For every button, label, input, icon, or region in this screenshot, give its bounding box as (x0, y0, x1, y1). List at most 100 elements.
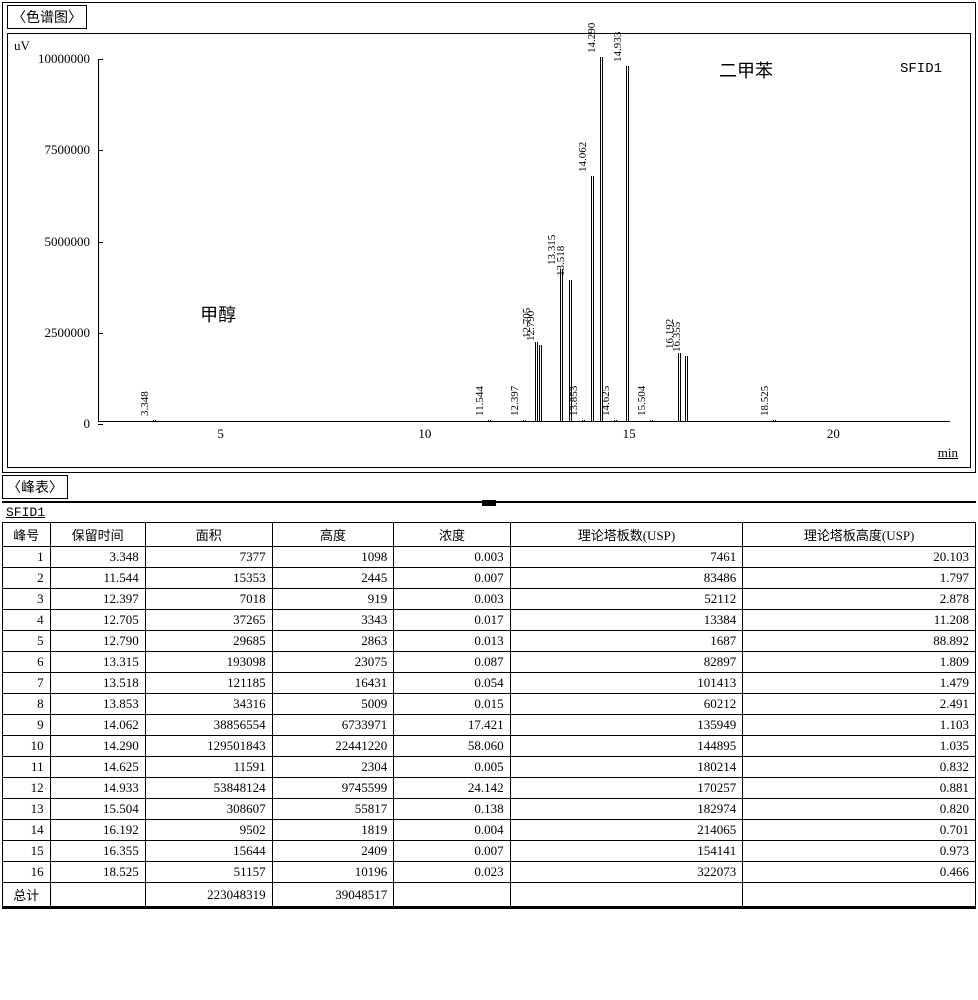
chromatogram-title: 〈色谱图〉 (7, 5, 87, 29)
table-cell: 11 (3, 757, 51, 778)
table-cell: 83486 (510, 568, 743, 589)
table-row: 211.5441535324450.007834861.797 (3, 568, 976, 589)
drag-handle-icon[interactable] (482, 500, 496, 506)
table-cell: 0.701 (743, 820, 976, 841)
table-cell: 16 (3, 862, 51, 883)
table-cell: 2.878 (743, 589, 976, 610)
table-cell: 308607 (145, 799, 272, 820)
plot-region: SFID1 3.34811.54412.39712.70512.79013.31… (98, 59, 950, 422)
table-cell: 13 (3, 799, 51, 820)
table-cell: 4 (3, 610, 51, 631)
table-cell: 0.466 (743, 862, 976, 883)
total-cell (394, 883, 510, 907)
table-cell: 1.035 (743, 736, 976, 757)
chromatogram-peak (600, 57, 603, 422)
peak-label: 13.518 (555, 245, 567, 275)
table-cell: 0.820 (743, 799, 976, 820)
peak-label: 14.290 (586, 23, 598, 53)
table-cell: 13.853 (50, 694, 145, 715)
total-cell: 39048517 (272, 883, 394, 907)
table-cell: 29685 (145, 631, 272, 652)
table-cell: 52112 (510, 589, 743, 610)
table-cell: 0.015 (394, 694, 510, 715)
table-cell: 1.103 (743, 715, 976, 736)
table-cell: 16431 (272, 673, 394, 694)
table-cell: 154141 (510, 841, 743, 862)
table-cell: 14.290 (50, 736, 145, 757)
table-cell: 0.017 (394, 610, 510, 631)
table-cell: 0.004 (394, 820, 510, 841)
table-cell: 0.007 (394, 841, 510, 862)
x-axis (98, 421, 950, 422)
table-cell: 5009 (272, 694, 394, 715)
chart-annotation: 甲醇 (200, 301, 236, 327)
table-row: 312.39770189190.003521122.878 (3, 589, 976, 610)
table-wrapper: SFID1 峰号保留时间面积高度浓度理论塔板数(USP)理论塔板高度(USP) … (2, 501, 976, 909)
peak-label: 14.625 (600, 386, 612, 416)
peak-label: 14.933 (612, 32, 624, 62)
table-cell: 144895 (510, 736, 743, 757)
table-cell: 8 (3, 694, 51, 715)
table-cell: 11591 (145, 757, 272, 778)
table-cell: 0.054 (394, 673, 510, 694)
table-cell: 18.525 (50, 862, 145, 883)
table-row: 1114.6251159123040.0051802140.832 (3, 757, 976, 778)
table-cell: 1687 (510, 631, 743, 652)
table-cell: 15 (3, 841, 51, 862)
table-cell: 7461 (510, 547, 743, 568)
table-cell: 58.060 (394, 736, 510, 757)
y-axis (98, 59, 99, 422)
table-cell: 0.003 (394, 589, 510, 610)
table-row: 1416.192950218190.0042140650.701 (3, 820, 976, 841)
table-cell: 12.705 (50, 610, 145, 631)
table-cell: 2445 (272, 568, 394, 589)
y-tick (98, 424, 103, 425)
table-cell: 51157 (145, 862, 272, 883)
table-cell: 37265 (145, 610, 272, 631)
table-cell: 13.518 (50, 673, 145, 694)
table-cell: 0.007 (394, 568, 510, 589)
column-header: 保留时间 (50, 523, 145, 547)
table-cell: 919 (272, 589, 394, 610)
table-cell: 16.355 (50, 841, 145, 862)
peak-label: 18.525 (759, 386, 771, 416)
table-row: 1014.2901295018432244122058.0601448951.0… (3, 736, 976, 757)
total-cell: 223048319 (145, 883, 272, 907)
table-row: 1516.3551564424090.0071541410.973 (3, 841, 976, 862)
table-row: 914.06238856554673397117.4211359491.103 (3, 715, 976, 736)
peak-table-panel: 〈峰表〉 SFID1 峰号保留时间面积高度浓度理论塔板数(USP)理论塔板高度(… (2, 475, 976, 909)
table-cell: 12 (3, 778, 51, 799)
table-cell: 0.003 (394, 547, 510, 568)
table-cell: 3.348 (50, 547, 145, 568)
x-tick-label: 20 (827, 426, 840, 442)
x-tick-label: 15 (623, 426, 636, 442)
table-cell: 60212 (510, 694, 743, 715)
chart-area: uV SFID1 3.34811.54412.39712.70512.79013… (7, 33, 971, 468)
table-cell: 9745599 (272, 778, 394, 799)
y-tick (98, 242, 103, 243)
chromatogram-peak (539, 345, 542, 422)
table-cell: 6733971 (272, 715, 394, 736)
chromatogram-peak (685, 356, 688, 422)
table-row: 1618.52551157101960.0233220730.466 (3, 862, 976, 883)
column-header: 理论塔板高度(USP) (743, 523, 976, 547)
table-cell: 0.087 (394, 652, 510, 673)
column-header: 峰号 (3, 523, 51, 547)
chromatogram-peak (626, 66, 629, 422)
column-header: 面积 (145, 523, 272, 547)
table-row: 813.8533431650090.015602122.491 (3, 694, 976, 715)
table-cell: 15.504 (50, 799, 145, 820)
x-tick-label: 5 (217, 426, 224, 442)
table-cell: 16.192 (50, 820, 145, 841)
table-cell: 12.397 (50, 589, 145, 610)
table-cell: 2304 (272, 757, 394, 778)
table-cell: 11.208 (743, 610, 976, 631)
table-cell: 0.005 (394, 757, 510, 778)
chromatogram-panel: 〈色谱图〉 uV SFID1 3.34811.54412.39712.70512… (2, 2, 976, 473)
table-cell: 0.832 (743, 757, 976, 778)
table-cell: 5 (3, 631, 51, 652)
table-cell: 10196 (272, 862, 394, 883)
table-cell: 322073 (510, 862, 743, 883)
y-tick-label: 2500000 (8, 325, 90, 341)
peak-label: 15.504 (636, 386, 648, 416)
